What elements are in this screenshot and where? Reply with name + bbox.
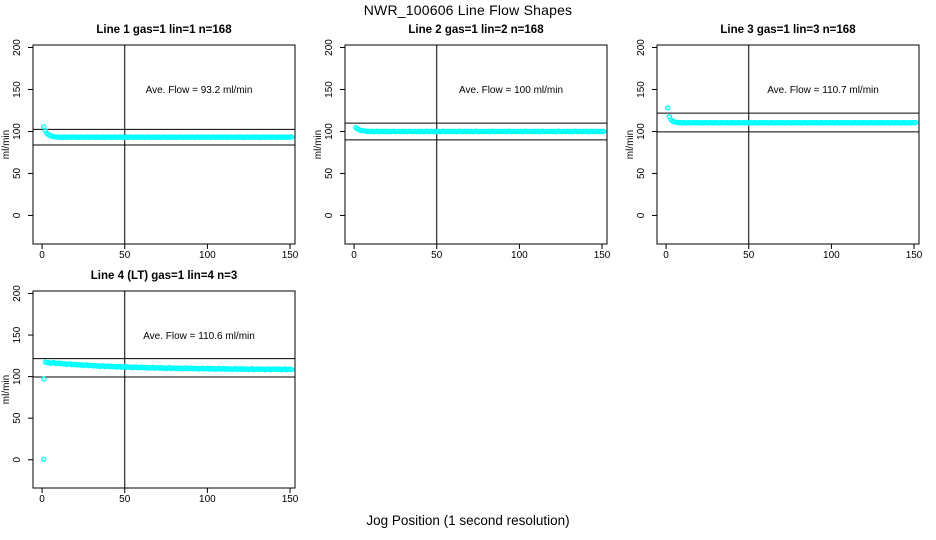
y-tick-label: 50	[12, 167, 23, 179]
data-point	[42, 359, 49, 365]
x-tick-label: 50	[431, 250, 443, 261]
average-flow-annotation: Ave. Flow = 110.6 ml/min	[143, 331, 255, 342]
y-axis-label: ml/min	[1, 130, 12, 159]
x-tick-label: 0	[351, 250, 357, 261]
y-tick-label: 150	[636, 81, 647, 98]
plot-box	[32, 290, 296, 489]
y-tick-label: 0	[12, 212, 23, 218]
data-point	[353, 124, 359, 131]
y-tick-label: 100	[12, 368, 23, 385]
plot-box	[344, 44, 608, 245]
average-flow-annotation: Ave. Flow = 100 ml/min	[459, 85, 563, 96]
y-axis-label: ml/min	[625, 130, 636, 159]
data-point	[665, 105, 671, 111]
y-tick-label: 0	[324, 212, 335, 218]
x-tick-label: 0	[663, 250, 669, 261]
y-tick-label: 200	[636, 39, 647, 56]
subplot-title: Line 1 gas=1 lin=1 n=168	[96, 24, 232, 36]
subplot-title: Line 4 (LT) gas=1 lin=4 n=3	[91, 270, 237, 282]
x-tick-label: 100	[823, 250, 840, 261]
outlier-point	[41, 376, 47, 382]
x-tick-label: 150	[282, 250, 299, 261]
x-tick-label: 100	[199, 494, 216, 505]
x-tick-label: 150	[282, 494, 299, 505]
plot-box	[656, 44, 920, 245]
x-tick-label: 50	[119, 494, 131, 505]
subplot-title: Line 2 gas=1 lin=2 n=168	[408, 24, 544, 36]
subplot-line-2: 200 150 100 50 0 150 100 50 0 Line 2 gas=1 lin=2…	[313, 24, 611, 261]
x-tick-label: 50	[743, 250, 755, 261]
x-tick-label: 150	[594, 250, 611, 261]
y-tick-label: 150	[12, 326, 23, 343]
plot-box	[32, 44, 296, 245]
y-tick-label: 0	[12, 457, 23, 463]
subplot-line-1: 200 150 100 50 0 150 100 50 0 Line 1 gas=1 lin=1…	[1, 24, 299, 261]
y-tick-label: 200	[12, 39, 23, 56]
y-tick-label: 100	[636, 123, 647, 140]
y-tick-label: 150	[12, 81, 23, 98]
subplot-line-4: 200 150 100 50 0 150 100 50 0 Line 4 (LT) gas=1 …	[1, 270, 299, 505]
subplot-line-3: 200 150 100 50 0 150 100 50 0 Line 3 gas=1 lin=3…	[625, 24, 923, 261]
y-tick-label: 100	[324, 123, 335, 140]
outlier-point	[41, 456, 47, 462]
data-point	[41, 124, 47, 130]
figure-title: NWR_100606 Line Flow Shapes	[363, 2, 573, 18]
average-flow-annotation: Ave. Flow = 110.7 ml/min	[767, 85, 879, 96]
x-axis-label: Jog Position (1 second resolution)	[366, 513, 570, 528]
y-tick-label: 100	[12, 123, 23, 140]
y-tick-label: 0	[636, 212, 647, 218]
x-tick-label: 100	[511, 250, 528, 261]
x-tick-label: 100	[199, 250, 216, 261]
y-axis-label: ml/min	[313, 130, 324, 159]
y-tick-label: 50	[12, 412, 23, 424]
data-point	[666, 114, 673, 120]
average-flow-annotation: Ave. Flow = 93.2 ml/min	[146, 85, 253, 96]
y-tick-label: 50	[636, 167, 647, 179]
x-tick-label: 150	[906, 250, 923, 261]
subplot-title: Line 3 gas=1 lin=3 n=168	[720, 24, 856, 36]
y-tick-label: 200	[12, 285, 23, 302]
x-tick-label: 50	[119, 250, 131, 261]
x-tick-label: 0	[39, 250, 45, 261]
x-tick-label: 0	[39, 494, 45, 505]
y-tick-label: 200	[324, 39, 335, 56]
y-tick-label: 150	[324, 81, 335, 98]
y-axis-label: ml/min	[1, 375, 12, 404]
y-tick-label: 50	[324, 167, 335, 179]
